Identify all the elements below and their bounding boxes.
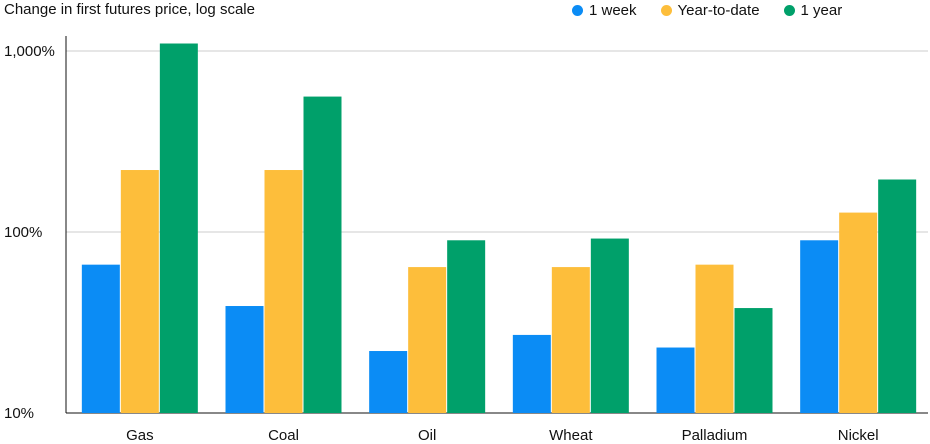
bar-coal-year-to-date [264, 170, 303, 413]
bar-wheat-1-week [512, 334, 551, 413]
x-tick-label: Oil [418, 427, 436, 444]
legend-item-year-to-date: Year-to-date [660, 1, 760, 19]
legend-label: 1 week [589, 1, 637, 19]
y-tick-label: 10% [4, 405, 34, 422]
bar-oil-1-week [369, 351, 408, 413]
legend-item-1-year: 1 year [783, 1, 843, 19]
bar-gas-year-to-date [120, 170, 159, 413]
x-tick-label: Wheat [549, 427, 593, 444]
legend-item-1-week: 1 week [572, 2, 637, 19]
bar-oil-1-year [447, 240, 486, 413]
legend: 1 week Year-to-date 1 year [572, 0, 842, 20]
chart-title: Change in first futures price, log scale [4, 1, 255, 18]
legend-swatch [572, 4, 583, 16]
bar-oil-year-to-date [408, 267, 447, 413]
bar-nickel-1-week [800, 240, 839, 413]
x-tick-label: Gas [126, 427, 154, 444]
legend-label: 1 year [800, 1, 843, 19]
bar-gas-1-year [159, 43, 198, 413]
bar-gas-1-week [81, 264, 120, 413]
y-tick-label: 1,000% [4, 43, 55, 60]
legend-swatch [660, 4, 672, 16]
bar-nickel-year-to-date [839, 212, 878, 413]
bar-coal-1-year [303, 96, 342, 413]
bar-palladium-year-to-date [695, 264, 734, 413]
bar-palladium-1-week [656, 347, 695, 413]
x-tick-label: Palladium [682, 427, 748, 444]
bar-palladium-1-year [734, 308, 773, 413]
x-tick-label: Coal [268, 427, 299, 444]
y-tick-label: 100% [4, 224, 42, 241]
bar-wheat-year-to-date [551, 267, 590, 413]
bar-wheat-1-year [590, 238, 629, 413]
legend-label: Year-to-date [677, 1, 760, 19]
bar-coal-1-week [225, 306, 264, 413]
legend-swatch [783, 4, 795, 16]
bar-nickel-1-year [878, 179, 917, 413]
x-tick-label: Nickel [838, 427, 879, 444]
